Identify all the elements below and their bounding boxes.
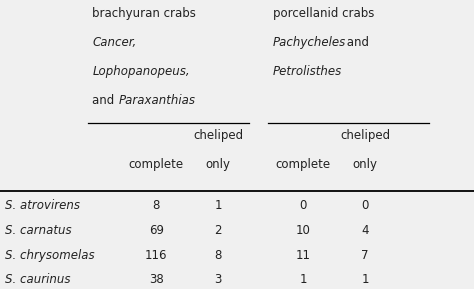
Text: Cancer,: Cancer,	[92, 36, 137, 49]
Text: 4: 4	[361, 224, 369, 237]
Text: 116: 116	[145, 249, 168, 262]
Text: porcellanid crabs: porcellanid crabs	[273, 7, 374, 20]
Text: 0: 0	[300, 199, 307, 212]
Text: cheliped: cheliped	[340, 129, 390, 142]
Text: Pachycheles: Pachycheles	[273, 36, 346, 49]
Text: 0: 0	[361, 199, 369, 212]
Text: Paraxanthias: Paraxanthias	[118, 94, 195, 107]
Text: only: only	[206, 158, 230, 171]
Text: 8: 8	[153, 199, 160, 212]
Text: S. atrovirens: S. atrovirens	[5, 199, 80, 212]
Text: 69: 69	[149, 224, 164, 237]
Text: 1: 1	[214, 199, 222, 212]
Text: complete: complete	[129, 158, 184, 171]
Text: S. carnatus: S. carnatus	[5, 224, 72, 237]
Text: Lophopanopeus,: Lophopanopeus,	[92, 65, 190, 78]
Text: 10: 10	[296, 224, 311, 237]
Text: cheliped: cheliped	[193, 129, 243, 142]
Text: only: only	[353, 158, 377, 171]
Text: 11: 11	[296, 249, 311, 262]
Text: 38: 38	[149, 273, 164, 286]
Text: and: and	[92, 94, 118, 107]
Text: and: and	[343, 36, 369, 49]
Text: complete: complete	[276, 158, 331, 171]
Text: 2: 2	[214, 224, 222, 237]
Text: S. caurinus: S. caurinus	[5, 273, 70, 286]
Text: S. chrysomelas: S. chrysomelas	[5, 249, 94, 262]
Text: brachyuran crabs: brachyuran crabs	[92, 7, 196, 20]
Text: 3: 3	[214, 273, 222, 286]
Text: 8: 8	[214, 249, 222, 262]
Text: 1: 1	[361, 273, 369, 286]
Text: 7: 7	[361, 249, 369, 262]
Text: Petrolisthes: Petrolisthes	[273, 65, 342, 78]
Text: 1: 1	[300, 273, 307, 286]
